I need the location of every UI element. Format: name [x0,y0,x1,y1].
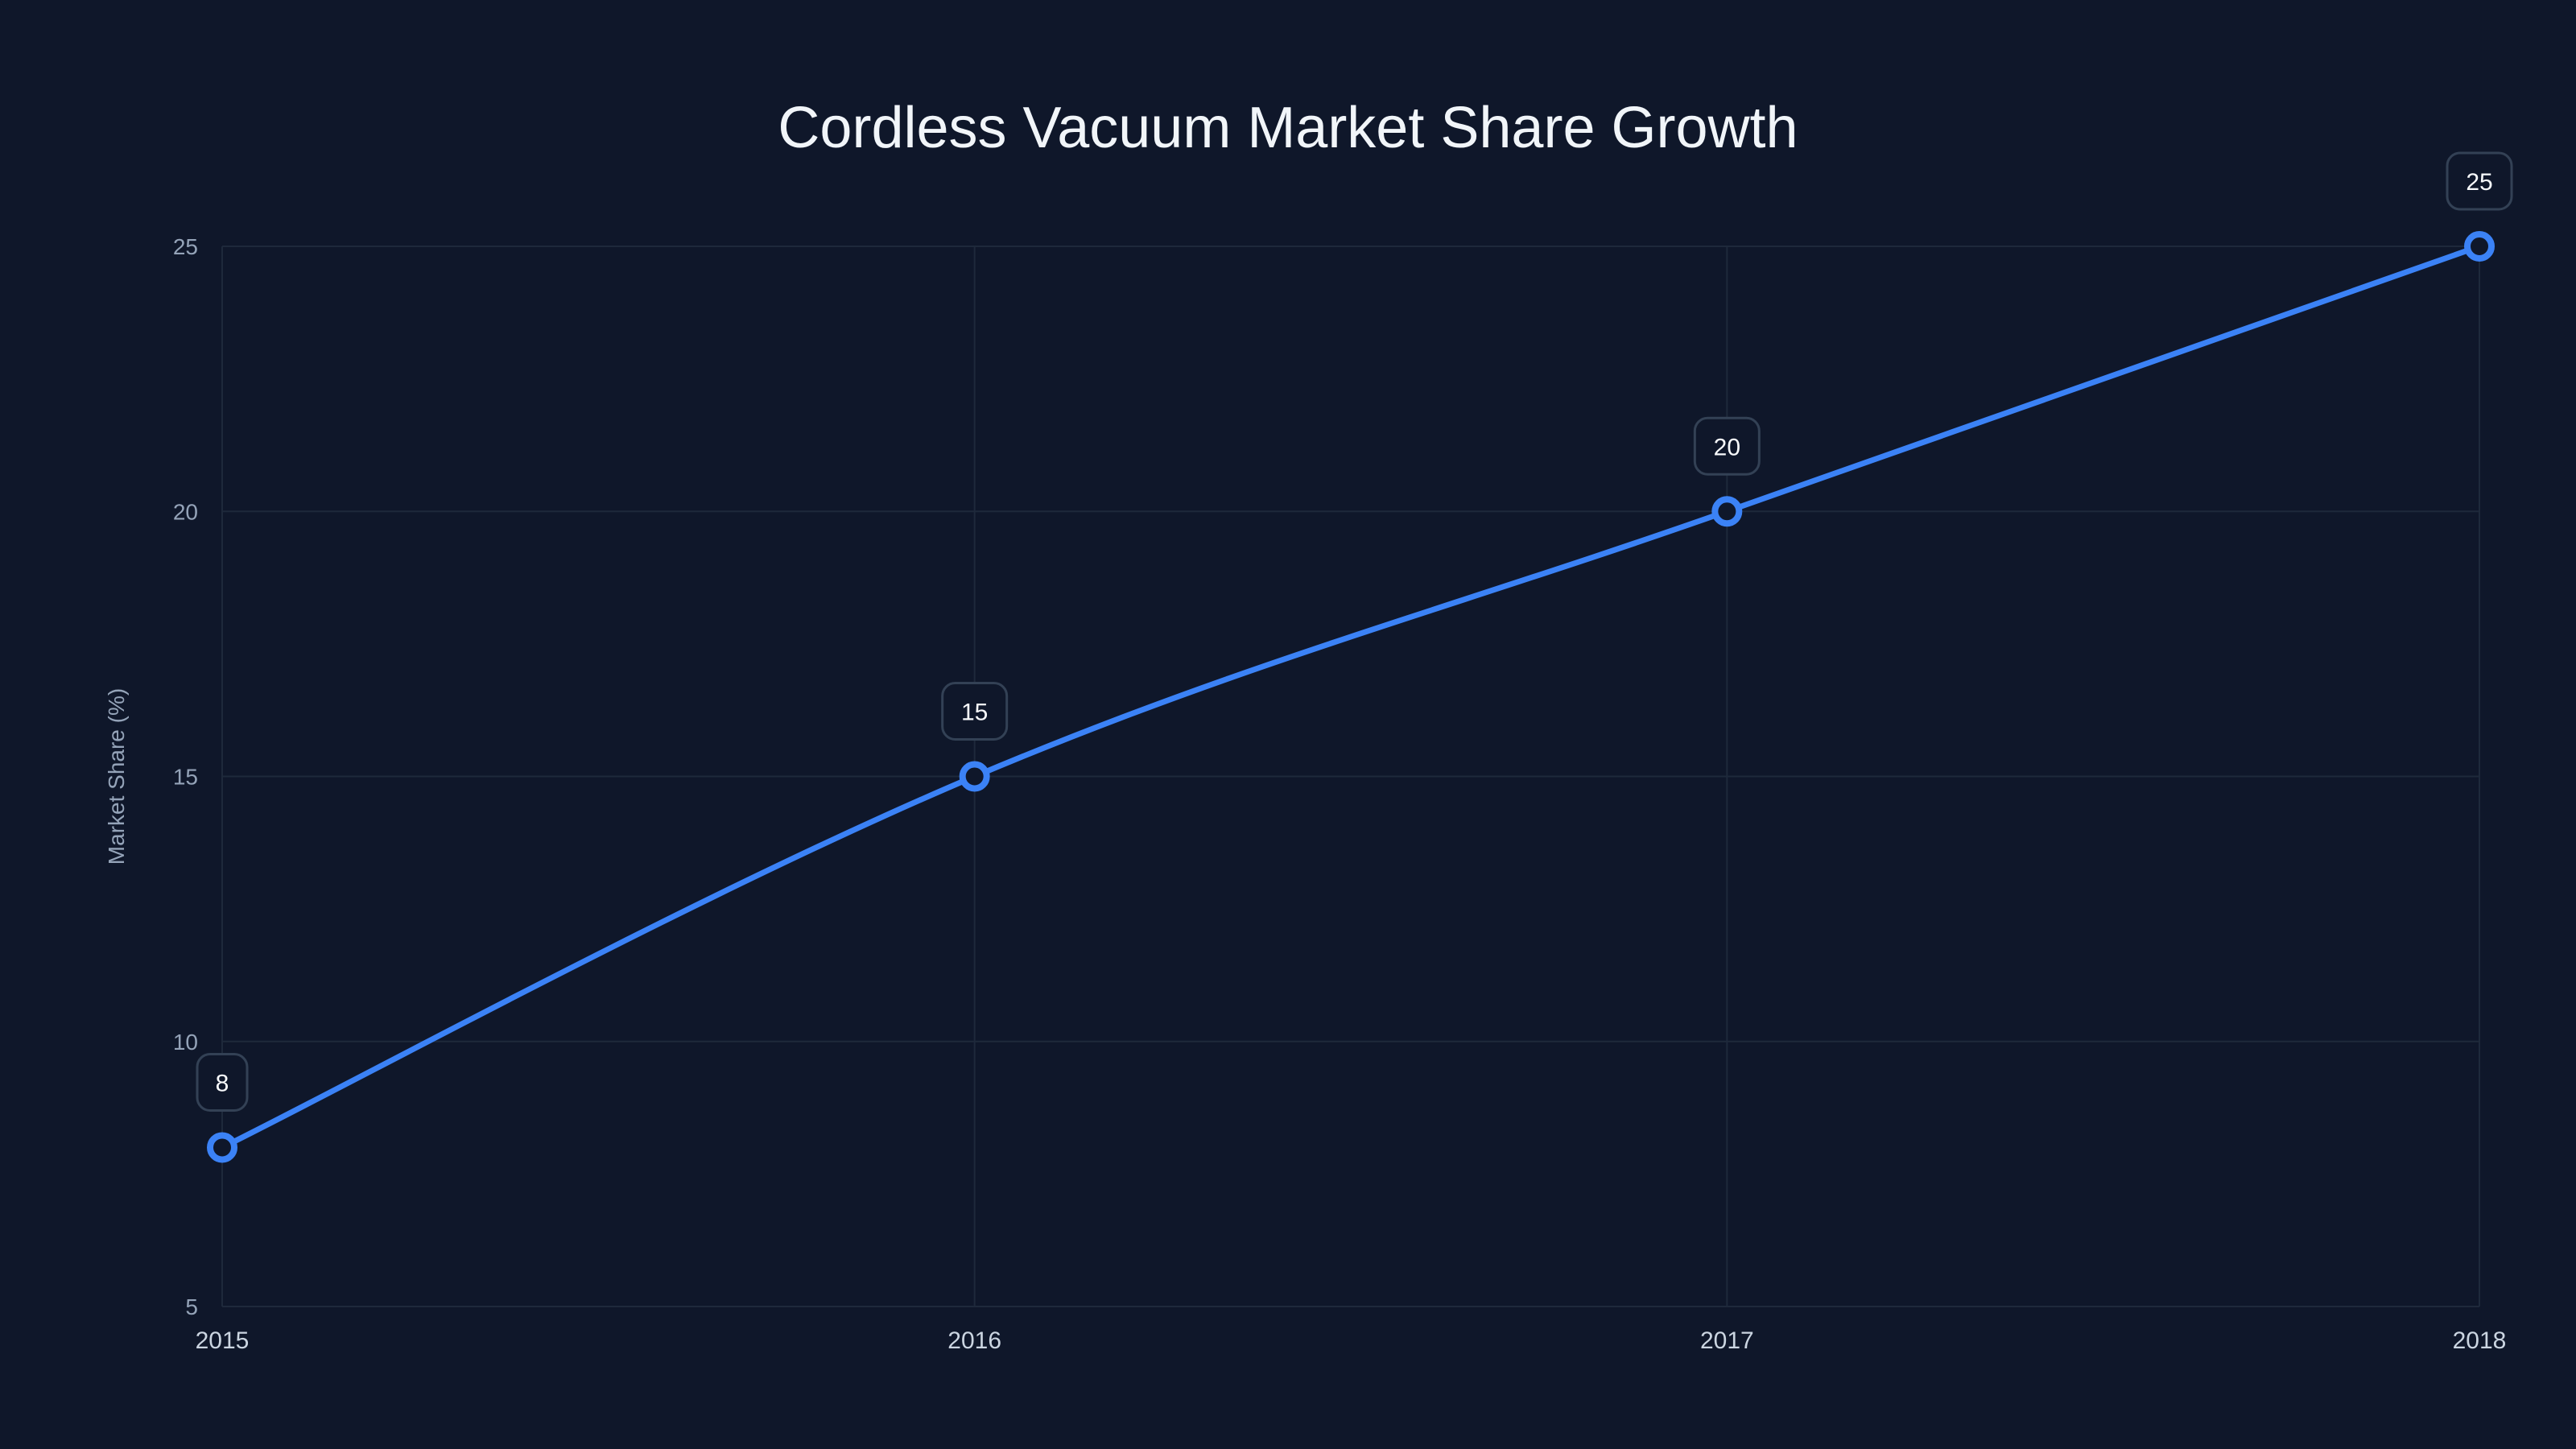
y-tick-label: 10 [173,1030,198,1055]
data-point-marker [207,1132,237,1163]
data-label-box [941,682,1009,741]
series-line [219,243,2483,1150]
y-tick-label: 20 [173,499,198,524]
x-tick-label: 2016 [947,1327,1001,1354]
data-label: 15 [961,700,988,726]
y-axis-label: Market Share (%) [104,688,129,865]
data-point-marker [959,761,990,792]
y-tick-label: 25 [173,234,198,259]
x-tick-label: 2015 [196,1327,250,1354]
data-point-marker [2464,231,2495,262]
y-tick-label: 5 [185,1294,198,1319]
data-label-box [2446,151,2513,211]
data-label-box [196,1052,249,1112]
x-tick-label: 2018 [2453,1327,2507,1354]
data-label: 8 [216,1070,229,1096]
x-tick-label: 2017 [1700,1327,1754,1354]
data-label: 20 [1714,434,1740,460]
data-point-marker [1711,496,1743,527]
chart-title: Cordless Vacuum Market Share Growth [778,96,1798,160]
data-label-box [1693,416,1761,476]
data-label: 25 [2466,169,2492,196]
y-tick-label: 15 [173,765,198,790]
